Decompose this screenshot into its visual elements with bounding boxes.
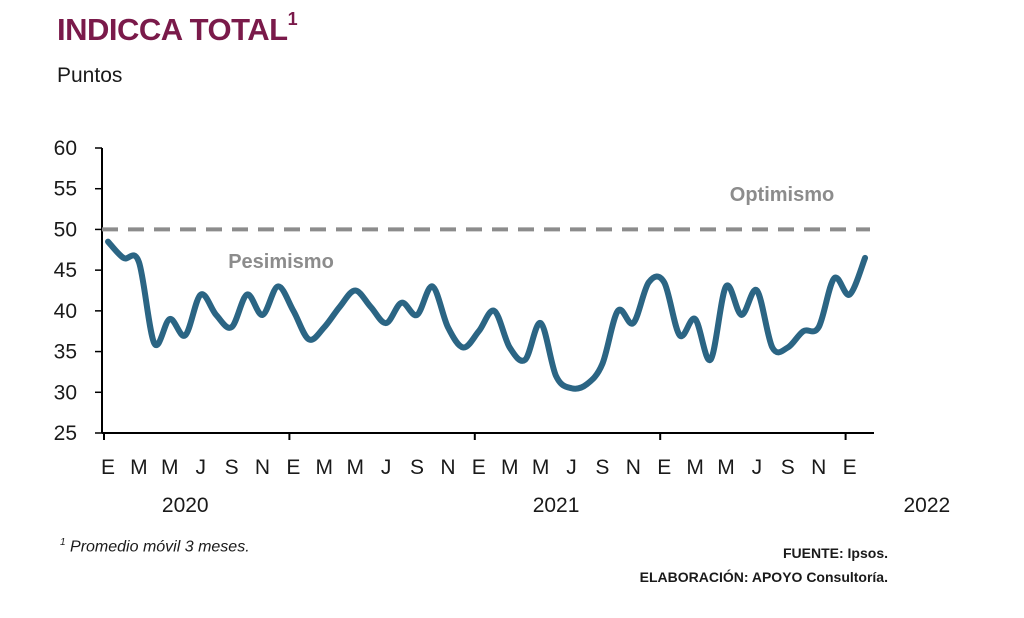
year-label: 2020 [162, 494, 209, 517]
x-tick-label: M [686, 456, 704, 479]
footnote-text: Promedio móvil 3 meses. [70, 538, 250, 556]
y-tick-label: 30 [54, 381, 77, 404]
pessimism-label: Pesimismo [228, 251, 334, 273]
reference-line-group: Optimismo Pesimismo [102, 184, 870, 273]
x-tick-label: E [472, 456, 486, 479]
x-tick-label: J [195, 456, 206, 479]
x-tick-label: N [811, 456, 826, 479]
y-tick-label: 35 [54, 341, 77, 364]
elaboration-text: ELABORACIÓN: APOYO Consultoría. [639, 569, 888, 585]
source-text: FUENTE: Ipsos. [782, 545, 888, 561]
x-tick-label: N [440, 456, 455, 479]
year-label: 2021 [533, 494, 580, 517]
year-label: 2022 [903, 494, 950, 517]
y-tick-label: 55 [54, 178, 77, 201]
x-tick-label: S [225, 456, 239, 479]
x-tick-label: E [843, 456, 857, 479]
footnote: 1 Promedio móvil 3 meses. [60, 537, 250, 556]
x-tick-label: E [101, 456, 115, 479]
x-tick-label: M [130, 456, 148, 479]
x-tick-label: N [255, 456, 270, 479]
x-tick-label: S [410, 456, 424, 479]
y-tick-label: 25 [54, 422, 77, 445]
title-footnote-mark: 1 [287, 8, 298, 29]
x-tick-label: M [346, 456, 364, 479]
chart-title: INDICCA TOTAL1 [57, 8, 298, 48]
x-tick-label: M [501, 456, 519, 479]
footnote-mark: 1 [60, 537, 66, 548]
x-tick-label: E [657, 456, 671, 479]
chart-title-text: INDICCA TOTAL [57, 12, 288, 47]
x-tick-label: E [286, 456, 300, 479]
y-tick-label: 50 [54, 218, 77, 241]
x-tick-label: M [316, 456, 334, 479]
x-tick-label: M [532, 456, 550, 479]
x-tick-label: J [381, 456, 392, 479]
x-tick-label: J [566, 456, 577, 479]
x-tick-label: J [752, 456, 763, 479]
y-tick-label: 60 [54, 137, 77, 160]
series-line [105, 238, 869, 392]
y-tick-label: 45 [54, 259, 77, 282]
series-group [105, 238, 869, 392]
chart-unit-label: Puntos [57, 64, 123, 87]
y-tick-label: 40 [54, 300, 77, 323]
x-tick-label: M [161, 456, 179, 479]
x-tick-label: S [595, 456, 609, 479]
x-tick-label: N [626, 456, 641, 479]
x-tick-label: M [717, 456, 735, 479]
x-tick-label: S [781, 456, 795, 479]
optimism-label: Optimismo [730, 184, 834, 206]
